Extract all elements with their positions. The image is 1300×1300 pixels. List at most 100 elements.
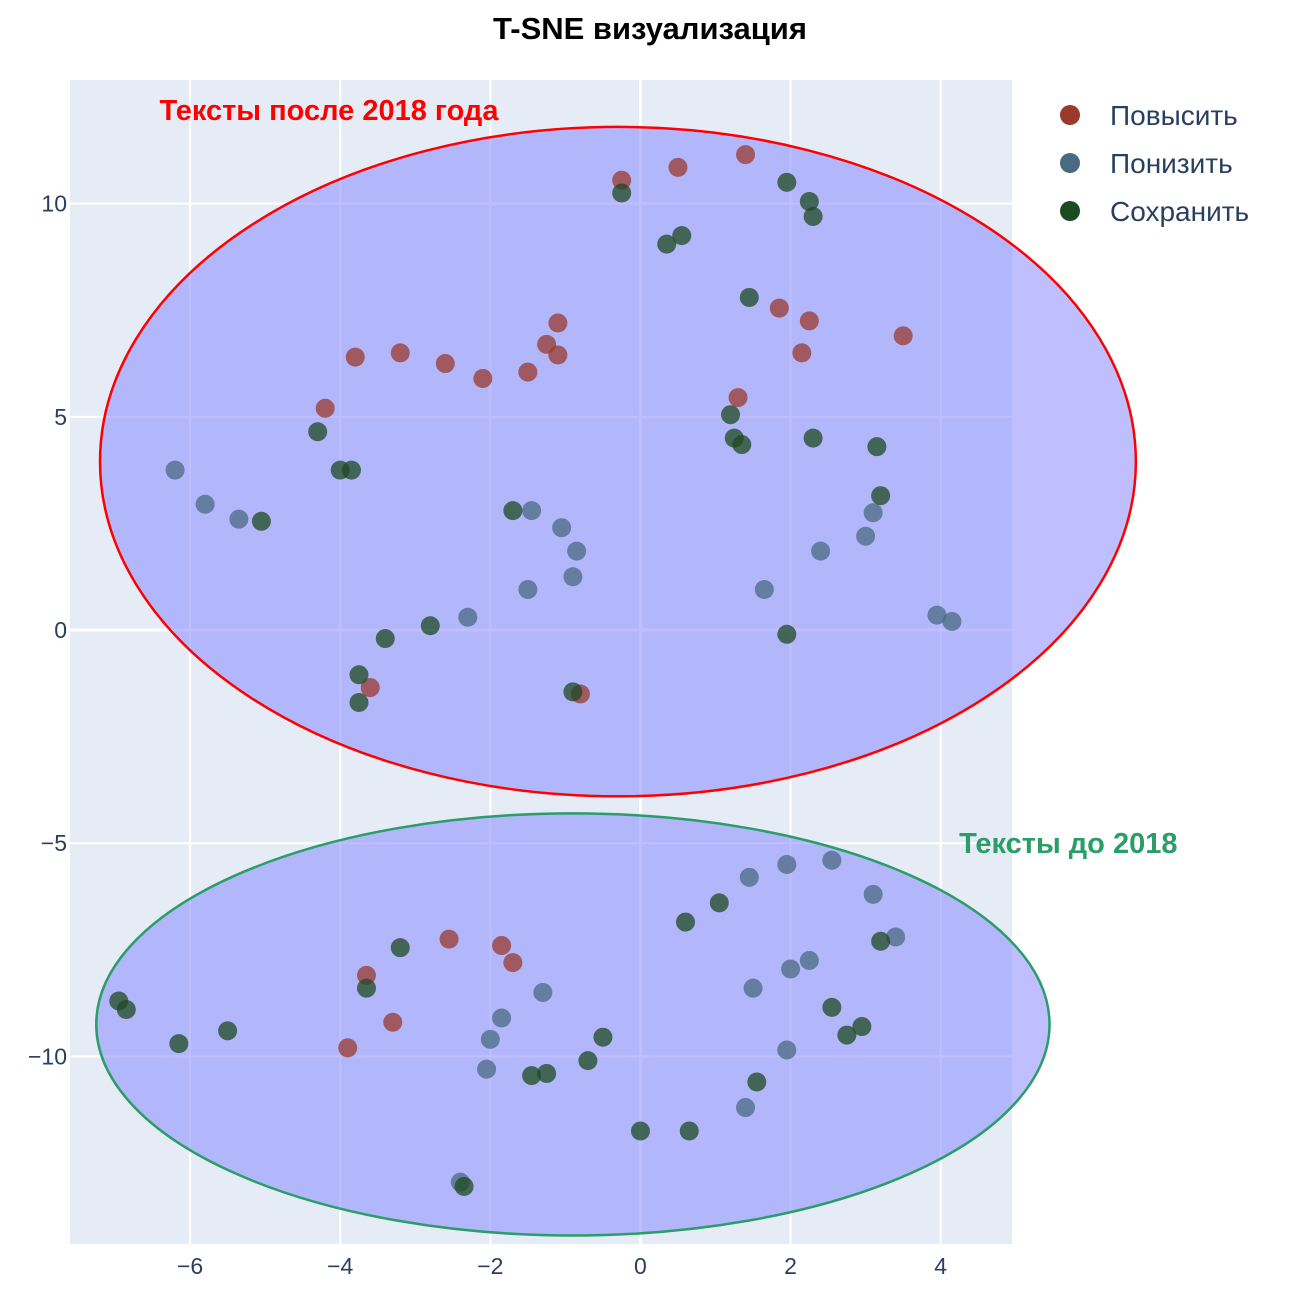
scatter-point <box>218 1021 238 1041</box>
chart-title: T-SNE визуализация <box>493 11 807 46</box>
scatter-point <box>360 678 380 698</box>
scatter-point <box>439 929 459 949</box>
scatter-point <box>251 511 271 531</box>
scatter-point <box>548 345 568 365</box>
y-axis-ticks: −10 −5 0 5 10 <box>28 191 67 1070</box>
legend-label: Сохранить <box>1110 196 1249 227</box>
x-tick-label: −4 <box>327 1253 353 1279</box>
scatter-point <box>942 611 962 631</box>
legend-marker <box>1060 201 1080 221</box>
scatter-point <box>732 435 752 455</box>
scatter-point <box>811 541 831 561</box>
scatter-point <box>612 183 632 203</box>
scatter-point <box>803 206 823 226</box>
scatter-point <box>657 234 677 254</box>
region-ellipses <box>95 125 1138 1237</box>
scatter-point <box>420 616 440 636</box>
scatter-point <box>747 1072 767 1092</box>
scatter-point <box>563 567 583 587</box>
scatter-point <box>375 629 395 649</box>
y-tick-label: 5 <box>54 404 67 430</box>
y-tick-label: −5 <box>41 830 67 856</box>
scatter-point <box>492 1008 512 1028</box>
scatter-point <box>563 682 583 702</box>
scatter-point <box>518 362 538 382</box>
legend-item[interactable]: Понизить <box>1060 148 1233 179</box>
scatter-point <box>630 1121 650 1141</box>
scatter-point <box>837 1025 857 1045</box>
region-label: Тексты после 2018 года <box>159 95 499 127</box>
scatter-point <box>435 354 455 374</box>
x-tick-label: −2 <box>477 1253 503 1279</box>
scatter-point <box>458 607 478 627</box>
scatter-point <box>548 313 568 333</box>
legend[interactable]: Повысить Понизить Сохранить <box>1060 100 1249 227</box>
legend-label: Повысить <box>1110 100 1238 131</box>
scatter-point <box>754 580 774 600</box>
scatter-point <box>492 936 512 956</box>
scatter-point <box>668 157 688 177</box>
scatter-point <box>345 347 365 367</box>
scatter-point <box>743 978 763 998</box>
y-tick-label: 10 <box>41 191 67 217</box>
scatter-point <box>522 1066 542 1086</box>
scatter-point <box>503 953 523 973</box>
y-tick-label: −10 <box>28 1043 67 1069</box>
scatter-point <box>871 931 891 951</box>
scatter-point <box>863 503 883 523</box>
scatter-point <box>769 298 789 318</box>
scatter-point <box>308 422 328 442</box>
scatter-point <box>803 428 823 448</box>
scatter-point <box>477 1059 497 1079</box>
scatter-point <box>736 1098 756 1118</box>
scatter-point <box>567 541 587 561</box>
scatter-point <box>349 665 369 685</box>
region-annotations: Тексты после 2018 года Тексты до 2018 <box>159 95 1177 860</box>
scatter-point <box>533 982 553 1002</box>
scatter-point <box>777 855 797 875</box>
legend-marker <box>1060 105 1080 125</box>
scatter-point <box>454 1176 474 1196</box>
x-tick-label: 0 <box>634 1253 647 1279</box>
scatter-point <box>537 1063 557 1083</box>
scatter-point <box>473 368 493 388</box>
region-label: Тексты до 2018 <box>959 828 1177 860</box>
scatter-point <box>480 1029 500 1049</box>
scatter-point <box>777 624 797 644</box>
scatter-point <box>822 850 842 870</box>
scatter-point <box>315 398 335 418</box>
scatter-point <box>871 486 891 506</box>
scatter-point <box>886 927 906 947</box>
data-points <box>109 145 962 1196</box>
scatter-point <box>518 580 538 600</box>
x-tick-label: 2 <box>784 1253 797 1279</box>
legend-item[interactable]: Сохранить <box>1060 196 1249 227</box>
scatter-point <box>822 997 842 1017</box>
scatter-point <box>863 884 883 904</box>
scatter-point <box>736 145 756 165</box>
y-tick-label: 0 <box>54 617 67 643</box>
scatter-point <box>593 1027 613 1047</box>
scatter-point <box>383 1012 403 1032</box>
x-tick-label: −6 <box>177 1253 203 1279</box>
scatter-point <box>165 460 185 480</box>
scatter-point <box>893 326 913 346</box>
scatter-point <box>739 867 759 887</box>
legend-label: Понизить <box>1110 148 1233 179</box>
scatter-point <box>522 501 542 521</box>
scatter-point <box>116 999 136 1019</box>
x-tick-label: 4 <box>934 1253 947 1279</box>
scatter-point <box>781 959 801 979</box>
scatter-point <box>390 938 410 958</box>
region-ellipse <box>98 125 1138 798</box>
legend-item[interactable]: Повысить <box>1060 100 1238 131</box>
scatter-point <box>675 912 695 932</box>
scatter-point <box>852 1017 872 1037</box>
legend-marker <box>1060 153 1080 173</box>
scatter-point <box>721 405 741 425</box>
scatter-point <box>390 343 410 363</box>
scatter-point <box>229 509 249 529</box>
region-ellipse <box>95 812 1051 1237</box>
scatter-point <box>503 501 523 521</box>
